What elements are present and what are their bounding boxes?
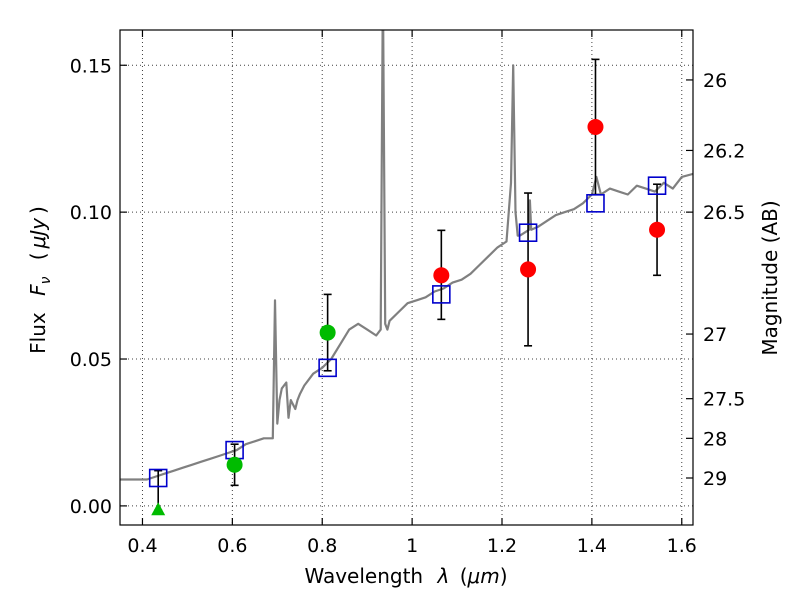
red-data-point — [433, 267, 450, 284]
model-square-point — [148, 468, 168, 488]
y-tick-label: 0.00 — [70, 496, 112, 518]
model-square-point — [647, 176, 667, 195]
red-data-point — [649, 221, 666, 238]
model-square-point — [518, 223, 538, 243]
y2-tick-label: 26.2 — [703, 140, 745, 162]
axis-ticks: 0.4 0.6 0.8 1 1.2 1.4 1.6 0.00 0.05 0.10 0.15 26 26.… — [70, 30, 745, 557]
x-tick-label: 0.4 — [127, 535, 157, 557]
x-tick-label: 1 — [406, 535, 418, 557]
model-square-point — [432, 285, 451, 304]
y-tick-label: 0.15 — [70, 55, 112, 77]
y2-tick-label: 28 — [703, 428, 727, 450]
grid — [120, 30, 693, 525]
red-data-point — [587, 118, 604, 135]
y-tick-label: 0.05 — [70, 349, 112, 371]
x-tick-label: 0.6 — [217, 535, 247, 557]
y2-tick-label: 27.5 — [703, 389, 745, 411]
red-data-point — [520, 261, 537, 278]
y2-tick-label: 29 — [703, 468, 727, 490]
y2-axis-label: Magnitude (AB) — [758, 200, 782, 355]
model-square-point — [318, 358, 337, 378]
x-axis-label: Wavelength λ (μm) — [304, 564, 507, 588]
x-tick-label: 1.2 — [487, 535, 517, 557]
y-tick-label: 0.10 — [70, 202, 112, 224]
y2-tick-label: 26 — [703, 70, 727, 92]
data-markers — [148, 58, 667, 516]
x-tick-label: 0.8 — [307, 535, 337, 557]
y2-tick-label: 27 — [703, 324, 727, 346]
model-square-point — [586, 194, 605, 213]
y2-tick-label: 26.5 — [703, 202, 745, 224]
plot-frame — [119, 29, 694, 526]
green-triangle-point — [151, 502, 166, 516]
green-data-point — [319, 324, 336, 341]
y-axis-label: Flux Fν (μJy) — [26, 206, 55, 354]
model-spectrum-line — [120, 30, 693, 481]
x-tick-label: 1.6 — [667, 535, 697, 557]
x-tick-label: 1.4 — [577, 535, 607, 557]
green-data-point — [226, 456, 243, 473]
